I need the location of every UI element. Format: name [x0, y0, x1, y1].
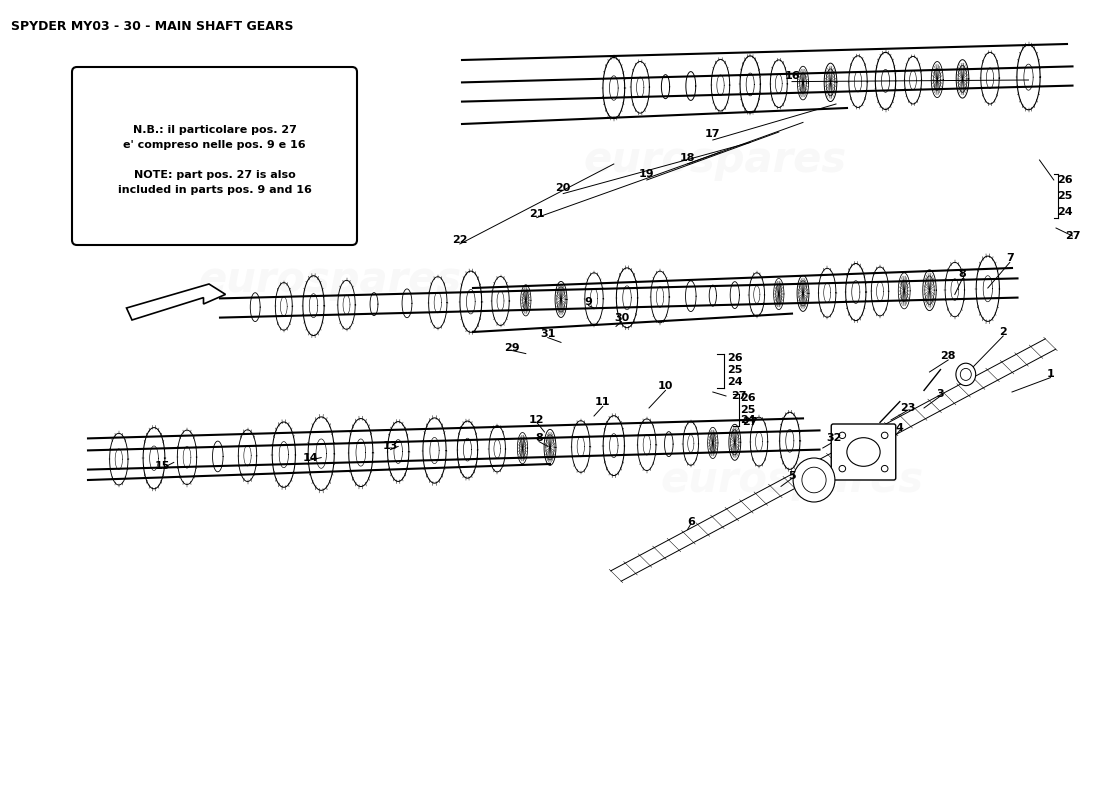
FancyBboxPatch shape	[832, 424, 895, 480]
Text: 21: 21	[529, 210, 544, 219]
Text: eurospares: eurospares	[660, 459, 924, 501]
Text: 9: 9	[584, 298, 593, 307]
Text: N.B.: il particolare pos. 27
e' compreso nelle pos. 9 e 16

NOTE: part pos. 27 i: N.B.: il particolare pos. 27 e' compreso…	[118, 126, 311, 194]
Ellipse shape	[839, 466, 846, 472]
Text: 12: 12	[529, 415, 544, 425]
Text: 7: 7	[1005, 253, 1014, 262]
Ellipse shape	[793, 458, 835, 502]
Text: 8: 8	[958, 269, 967, 278]
Text: 22: 22	[452, 235, 468, 245]
Text: 4: 4	[895, 423, 904, 433]
Text: 6: 6	[686, 517, 695, 526]
Text: eurospares: eurospares	[198, 259, 462, 301]
Text: 26: 26	[1057, 175, 1072, 185]
Ellipse shape	[881, 432, 888, 438]
Text: 13: 13	[383, 442, 398, 451]
Text: 18: 18	[680, 154, 695, 163]
Text: 28: 28	[940, 351, 956, 361]
Text: 25: 25	[1057, 191, 1072, 201]
Text: 27: 27	[742, 418, 758, 427]
Text: 30: 30	[614, 314, 629, 323]
Ellipse shape	[802, 467, 826, 493]
Text: 26: 26	[727, 354, 742, 363]
Text: 3: 3	[937, 389, 944, 398]
Text: 1: 1	[1046, 370, 1055, 379]
Text: 5: 5	[789, 471, 795, 481]
Text: 16: 16	[784, 71, 800, 81]
Text: 8: 8	[535, 434, 543, 443]
Text: 23: 23	[900, 403, 915, 413]
Text: 31: 31	[540, 330, 556, 339]
Text: 24: 24	[1057, 207, 1072, 217]
Ellipse shape	[847, 438, 880, 466]
Text: 19: 19	[639, 170, 654, 179]
Text: 17: 17	[705, 130, 720, 139]
Polygon shape	[126, 284, 226, 320]
Text: 26: 26	[740, 394, 756, 403]
Text: 11: 11	[595, 397, 610, 406]
Text: 2: 2	[999, 327, 1008, 337]
Ellipse shape	[881, 466, 888, 472]
Text: 14: 14	[302, 453, 318, 462]
Text: 29: 29	[504, 343, 519, 353]
Text: 24: 24	[740, 415, 756, 425]
Text: 20: 20	[556, 183, 571, 193]
Ellipse shape	[960, 368, 971, 381]
Ellipse shape	[956, 363, 976, 386]
FancyBboxPatch shape	[72, 67, 358, 245]
Text: 10: 10	[658, 381, 673, 390]
Text: 25: 25	[740, 405, 756, 414]
Text: eurospares: eurospares	[583, 139, 847, 181]
Text: 27: 27	[732, 391, 747, 401]
Text: 15: 15	[155, 461, 170, 470]
Ellipse shape	[839, 432, 846, 438]
Text: SPYDER MY03 - 30 - MAIN SHAFT GEARS: SPYDER MY03 - 30 - MAIN SHAFT GEARS	[11, 20, 294, 33]
Text: 24: 24	[727, 378, 742, 387]
Text: 27: 27	[1065, 231, 1080, 241]
Text: 32: 32	[826, 434, 842, 443]
Text: 25: 25	[727, 365, 742, 374]
